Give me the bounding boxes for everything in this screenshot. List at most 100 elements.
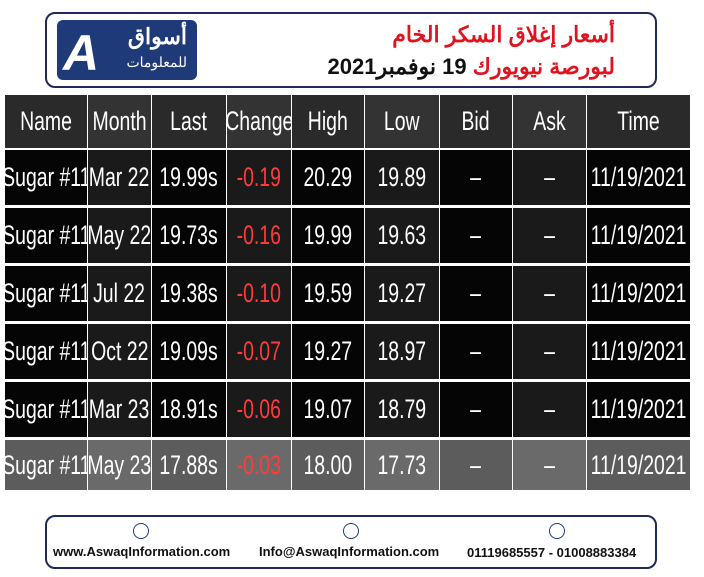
table-cell-text: Sugar #11	[5, 449, 87, 480]
table-cell: -0.03	[227, 440, 291, 490]
table-cell: -0.10	[227, 266, 291, 321]
table-cell: 18.97	[365, 324, 439, 379]
table-cell-text: Sugar #11	[5, 278, 87, 308]
table-cell-text: –	[470, 394, 482, 424]
table-cell-text: -0.10	[236, 278, 282, 308]
table-cell-text: 18.97	[377, 336, 427, 366]
table-cell: 19.38s	[152, 266, 226, 321]
table-cell: –	[513, 324, 586, 379]
table-cell-text: May 23	[88, 449, 151, 480]
logo-mark: A	[63, 25, 100, 81]
header-cell: Change	[227, 95, 291, 148]
table-cell-text: -0.19	[236, 162, 282, 192]
table-cell: 19.59	[292, 266, 364, 321]
table-cell-text: 11/19/2021	[590, 336, 687, 366]
table-cell-text: May 22	[88, 220, 151, 250]
table-cell-text: 19.09s	[159, 336, 219, 366]
table-cell: –	[440, 150, 512, 205]
table-cell: -0.16	[227, 208, 291, 263]
header-cell: Ask	[513, 95, 586, 148]
table-cell: Jul 22	[88, 266, 151, 321]
web-icon	[133, 523, 149, 539]
table-cell: –	[440, 266, 512, 321]
table-cell-text: 19.38s	[159, 278, 219, 308]
table-cell-text: 11/19/2021	[590, 278, 687, 308]
table-cell: 11/19/2021	[587, 324, 690, 379]
table-cell-text: –	[470, 220, 482, 250]
header-cell: Name	[5, 95, 87, 148]
header-cell: Bid	[440, 95, 512, 148]
table-cell-text: 19.99	[303, 220, 353, 250]
table-cell-text: –	[544, 449, 555, 480]
table-cell: –	[440, 324, 512, 379]
table-cell: -0.19	[227, 150, 291, 205]
table-cell-text: Oct 22	[90, 336, 149, 366]
header-cell-text: Low	[384, 106, 420, 136]
header-cell-text: High	[308, 106, 348, 136]
table-cell: –	[513, 150, 586, 205]
table-cell: 19.89	[365, 150, 439, 205]
header-cell-text: Ask	[533, 106, 566, 136]
table-cell-text: -0.03	[236, 449, 282, 480]
table-cell: Sugar #11	[5, 150, 87, 205]
table-cell-text: Sugar #11	[5, 336, 87, 366]
table-cell-text: 20.29	[303, 162, 353, 192]
table-cell: –	[440, 440, 512, 490]
table-cell-text: 18.91s	[159, 394, 219, 424]
table-cell: 17.73	[365, 440, 439, 490]
table-cell: -0.06	[227, 382, 291, 437]
table-cell: -0.07	[227, 324, 291, 379]
header-box: A أسواق للمعلومات أسعار إغلاق السكر الخا…	[45, 12, 657, 88]
table-cell-text: Sugar #11	[5, 220, 87, 250]
email: Info@AswaqInformation.com	[259, 544, 440, 559]
table-cell-text: 19.99s	[159, 162, 219, 192]
table-cell: 19.63	[365, 208, 439, 263]
table-cell: Sugar #11	[5, 208, 87, 263]
table-cell: 11/19/2021	[587, 382, 690, 437]
website: www.AswaqInformation.com	[53, 544, 231, 559]
table-cell: 19.07	[292, 382, 364, 437]
table-cell-text: 19.27	[377, 278, 427, 308]
header-cell-text: Last	[170, 106, 208, 136]
table-cell-text: –	[470, 449, 482, 480]
header-cell: Month	[88, 95, 151, 148]
header-cell-text: Time	[617, 106, 660, 136]
logo-title: أسواق	[127, 24, 187, 49]
header-cell-text: Bid	[461, 106, 491, 136]
table-cell: Mar 22	[88, 150, 151, 205]
table-cell-text: 19.63	[377, 220, 427, 250]
footer-box: www.AswaqInformation.com Info@AswaqInfor…	[45, 515, 657, 569]
subtitle-black: 19 نوفمبر2021	[327, 54, 467, 79]
table-cell: 18.79	[365, 382, 439, 437]
table-cell-text: -0.16	[236, 220, 282, 250]
table-cell-text: 18.79	[377, 394, 427, 424]
table-cell-text: -0.06	[236, 394, 282, 424]
table-cell-text: –	[544, 336, 555, 366]
table-cell-text: –	[544, 162, 555, 192]
table-cell-text: 11/19/2021	[590, 162, 687, 192]
table-cell-text: –	[470, 336, 482, 366]
table-cell-text: 17.88s	[159, 449, 219, 480]
table-cell: 19.27	[365, 266, 439, 321]
table-cell: 17.88s	[152, 440, 226, 490]
table-cell-text: –	[544, 278, 555, 308]
table-cell: Sugar #11	[5, 440, 87, 490]
table-cell: –	[513, 382, 586, 437]
table-cell-text: 19.07	[303, 394, 353, 424]
table-cell-text: Sugar #11	[5, 394, 87, 424]
table-cell: –	[440, 382, 512, 437]
table-cell: 11/19/2021	[587, 266, 690, 321]
table-cell: Oct 22	[88, 324, 151, 379]
price-table: Name Month Last Change High Low Bid Ask Time Suga…	[5, 95, 691, 498]
table-cell: –	[513, 208, 586, 263]
phones: 01119685557 - 01008883384	[467, 545, 637, 560]
table-cell-text: -0.07	[236, 336, 282, 366]
table-cell: 18.91s	[152, 382, 226, 437]
table-cell: 19.73s	[152, 208, 226, 263]
table-cell: 19.09s	[152, 324, 226, 379]
table-cell: 11/19/2021	[587, 208, 690, 263]
table-cell: 11/19/2021	[587, 150, 690, 205]
title: أسعار إغلاق السكر الخام	[392, 22, 615, 47]
logo: A أسواق للمعلومات	[57, 20, 197, 81]
